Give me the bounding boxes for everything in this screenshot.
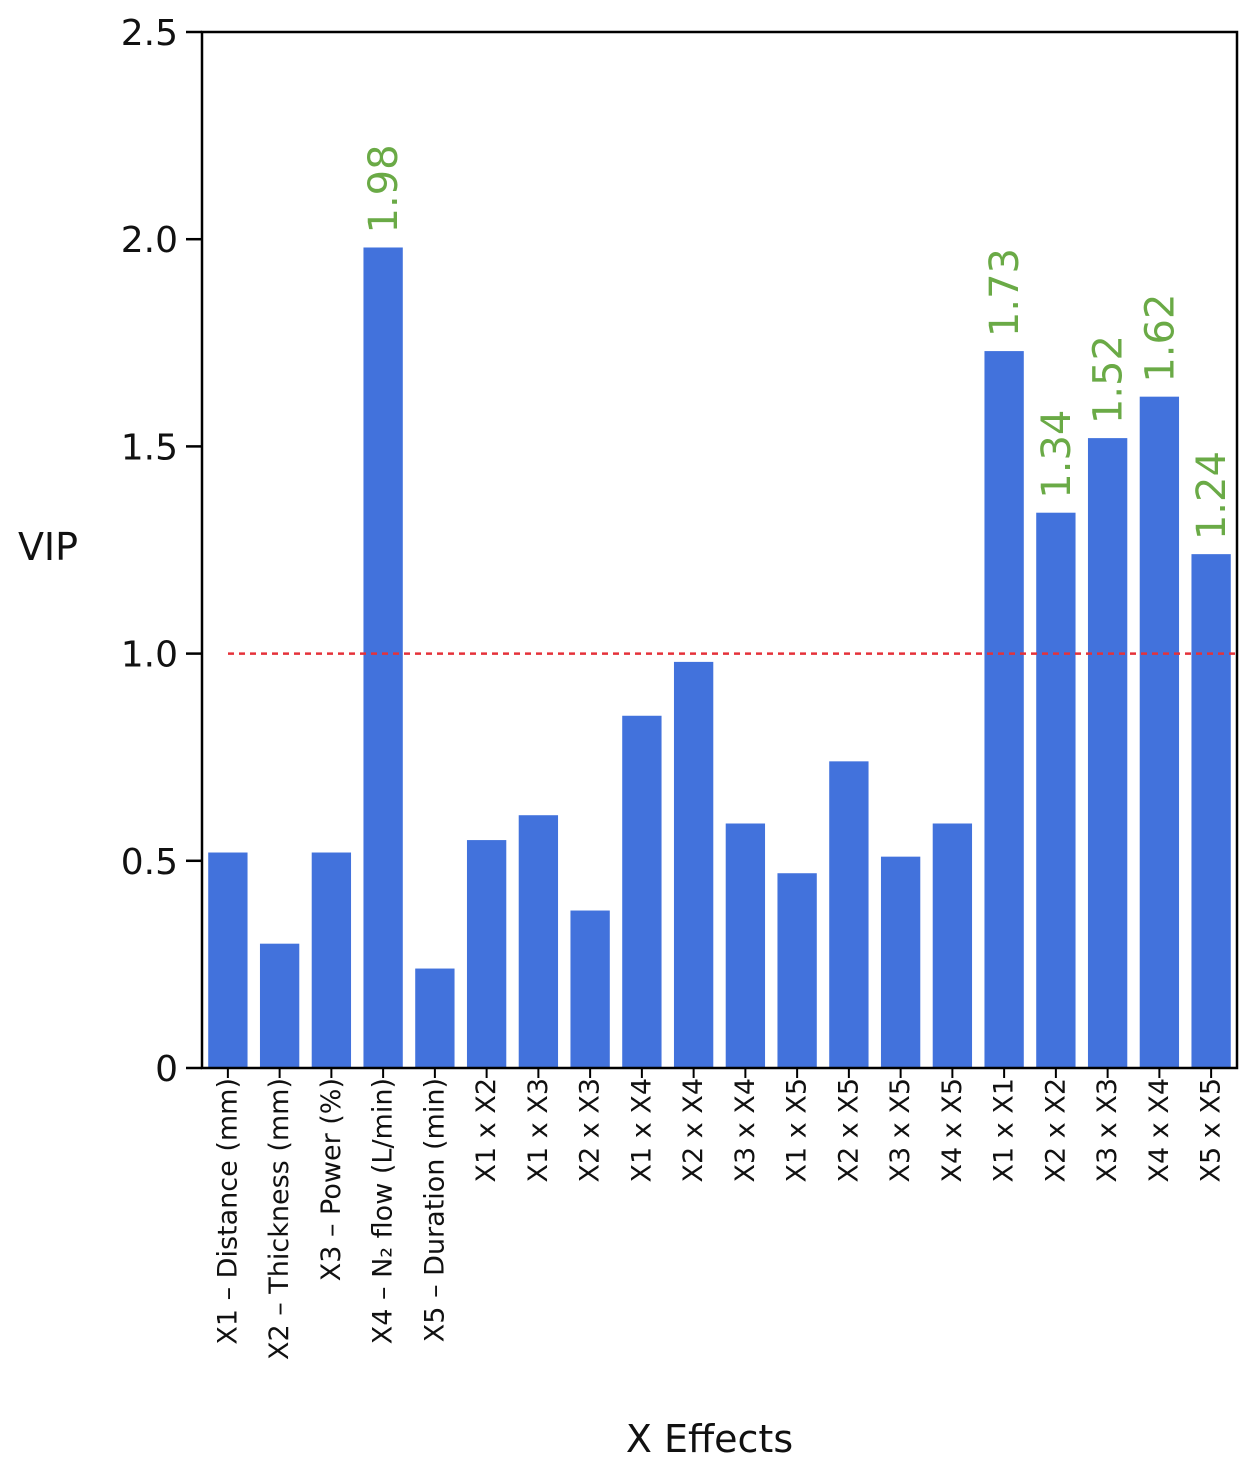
- bar: [622, 715, 662, 1068]
- y-tick-label: 0.5: [121, 842, 178, 883]
- bar-data-label: 1.24: [1189, 451, 1235, 540]
- x-category-label: X5 – Duration (min): [419, 1078, 450, 1342]
- x-category-label: X3 x X5: [885, 1078, 916, 1183]
- bar-data-label: 1.62: [1137, 294, 1183, 383]
- x-category-label: X2 – Thickness (mm): [264, 1078, 295, 1360]
- x-category-label: X2 x X3: [575, 1078, 606, 1183]
- x-category-label: X1 x X5: [782, 1078, 813, 1183]
- bar: [984, 351, 1024, 1068]
- bar: [466, 840, 507, 1068]
- plot-frame: [200, 30, 1239, 1070]
- bar: [1139, 396, 1180, 1068]
- bar: [208, 852, 248, 1068]
- x-category-label: X3 x X4: [730, 1078, 761, 1183]
- y-tick-label: 1.5: [121, 427, 178, 468]
- y-tick-label: 1.0: [121, 635, 178, 676]
- bar: [518, 815, 559, 1068]
- y-axis-title: VIP: [18, 525, 78, 569]
- x-category-label: X2 x X2: [1040, 1078, 1071, 1183]
- x-category-label: X3 – Power (%): [316, 1078, 347, 1281]
- x-category-label: X2 x X5: [833, 1078, 864, 1183]
- bar-data-label: 1.34: [1034, 410, 1080, 499]
- bar: [415, 968, 455, 1068]
- bar: [363, 247, 403, 1068]
- bar: [829, 761, 869, 1068]
- y-tick-label: 2.0: [121, 220, 178, 261]
- x-category-label: X2 x X4: [678, 1078, 709, 1183]
- bars: [208, 247, 1231, 1068]
- bar: [1087, 438, 1128, 1068]
- x-category-label: X1 x X2: [471, 1078, 502, 1183]
- x-category-label: X1 – Distance (mm): [212, 1078, 243, 1345]
- bar: [880, 856, 921, 1068]
- bar: [570, 910, 610, 1068]
- x-category-label: X4 x X5: [937, 1078, 968, 1183]
- y-tick-label: 0: [155, 1049, 178, 1090]
- x-category-label: X1 x X3: [523, 1078, 554, 1183]
- y-axis-ticks: 0 0.5 1.0 1.5 2.0 2.5: [121, 13, 202, 1090]
- x-axis-title: X Effects: [626, 1417, 793, 1461]
- bar-data-label: 1.73: [982, 248, 1028, 337]
- x-category-label: X5 x X5: [1196, 1078, 1227, 1183]
- x-category-label: X1 x X4: [626, 1078, 657, 1183]
- x-axis-category-labels: X1 – Distance (mm) X2 – Thickness (mm) X3 …: [212, 1068, 1227, 1360]
- x-category-label: X3 x X3: [1092, 1078, 1123, 1183]
- bar-data-label: 1.52: [1086, 335, 1132, 424]
- bar: [1191, 554, 1231, 1068]
- bar: [259, 943, 300, 1068]
- bar-data-label: 1.98: [361, 144, 407, 233]
- data-labels: 1.98 1.73 1.341.52 1.62 1.24: [361, 144, 1235, 540]
- x-category-label: X4 x X4: [1144, 1078, 1175, 1183]
- bar: [777, 873, 817, 1068]
- y-tick-label: 2.5: [121, 13, 178, 54]
- bar: [932, 823, 973, 1068]
- x-category-label: X1 x X1: [989, 1078, 1020, 1183]
- bar: [1036, 512, 1076, 1068]
- bar: [311, 852, 352, 1068]
- bar: [673, 661, 714, 1068]
- x-category-label: X4 – N₂ flow (L/min): [368, 1078, 399, 1344]
- bar: [725, 823, 766, 1068]
